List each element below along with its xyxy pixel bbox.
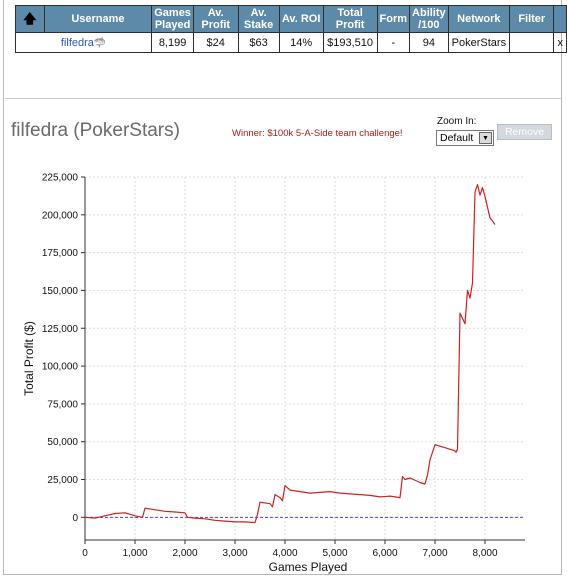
chart-grid: [84, 176, 525, 540]
y-tick-label: 225,000: [42, 173, 79, 184]
sort-arrow-header[interactable]: 🡅: [15, 5, 45, 33]
table-row: filfedra🦈 8,199 $24 $63 14% $193,510 - 9…: [14, 32, 567, 53]
player-stats-table: 🡅 Username Games Played Av. Profit Av. S…: [14, 5, 567, 53]
close-row-icon[interactable]: x: [553, 32, 567, 53]
col-close: [553, 5, 567, 33]
y-tick-label: 200,000: [42, 210, 79, 221]
y-tick-label: 125,000: [42, 324, 79, 335]
sort-up-icon[interactable]: 🡅: [23, 10, 37, 26]
x-tick-label: 7,000: [422, 548, 447, 559]
total-profit-cell: $193,510: [322, 32, 378, 53]
zoom-label: Zoom In:: [437, 116, 477, 127]
col-av-profit[interactable]: Av. Profit: [192, 5, 239, 33]
y-tick-label: 175,000: [42, 248, 79, 259]
network-cell: PokerStars: [447, 32, 511, 53]
y-tick-label: 75,000: [47, 399, 78, 410]
filter-cell[interactable]: [509, 32, 555, 53]
chevron-down-icon[interactable]: ▼: [479, 132, 492, 144]
x-tick-label: 1,000: [122, 548, 147, 559]
page-title: filfedra (PokerStars): [11, 120, 180, 141]
username-link[interactable]: filfedra: [60, 36, 94, 49]
remove-button[interactable]: Remove: [497, 124, 552, 140]
ability-cell: 94: [409, 32, 449, 53]
col-games-played[interactable]: Games Played: [151, 5, 194, 33]
col-username[interactable]: Username: [43, 5, 153, 33]
x-tick-label: 5,000: [322, 548, 347, 559]
x-tick-label: 4,000: [272, 548, 297, 559]
games-played-cell: 8,199: [151, 32, 194, 53]
shark-icon: 🦈: [93, 37, 107, 49]
col-form[interactable]: Form: [376, 5, 411, 33]
y-tick-label: 150,000: [42, 286, 79, 297]
x-axis-label: Games Played: [269, 560, 348, 574]
col-total-profit[interactable]: Total Profit: [322, 5, 378, 33]
col-av-stake[interactable]: Av. Stake: [237, 5, 280, 33]
av-profit-cell: $24: [192, 32, 239, 53]
x-tick-label: 3,000: [222, 548, 247, 559]
chart-series: [84, 184, 496, 524]
chart-ticks: 0 25,000 50,000 75,000 100,000 125,000 150,000…: [42, 173, 498, 560]
av-stake-cell: $63: [237, 32, 280, 53]
y-tick-label: 100,000: [42, 362, 79, 373]
col-network[interactable]: Network: [447, 5, 511, 33]
zoom-select-value: Default: [440, 132, 474, 144]
col-av-roi[interactable]: Av. ROI: [278, 5, 324, 33]
x-tick-label: 8,000: [472, 548, 497, 559]
av-roi-cell: 14%: [278, 32, 324, 53]
profit-series-line: [84, 184, 496, 524]
username-cell[interactable]: filfedra🦈: [14, 32, 153, 53]
col-ability[interactable]: Ability /100: [409, 5, 449, 33]
x-tick-label: 2,000: [172, 548, 197, 559]
col-filter[interactable]: Filter: [509, 5, 555, 33]
y-axis-label: Total Profit ($): [22, 321, 36, 396]
y-tick-label: 25,000: [47, 475, 78, 486]
x-tick-label: 6,000: [372, 548, 397, 559]
y-tick-label: 0: [72, 513, 78, 524]
winner-badge-text[interactable]: Winner: $100k 5-A-Side team challenge!: [232, 128, 403, 139]
section-divider: [5, 98, 561, 99]
table-header-row: 🡅 Username Games Played Av. Profit Av. S…: [15, 5, 567, 33]
y-tick-label: 50,000: [47, 437, 78, 448]
zoom-select[interactable]: Default ▼: [436, 130, 494, 146]
x-tick-label: 0: [82, 548, 88, 559]
